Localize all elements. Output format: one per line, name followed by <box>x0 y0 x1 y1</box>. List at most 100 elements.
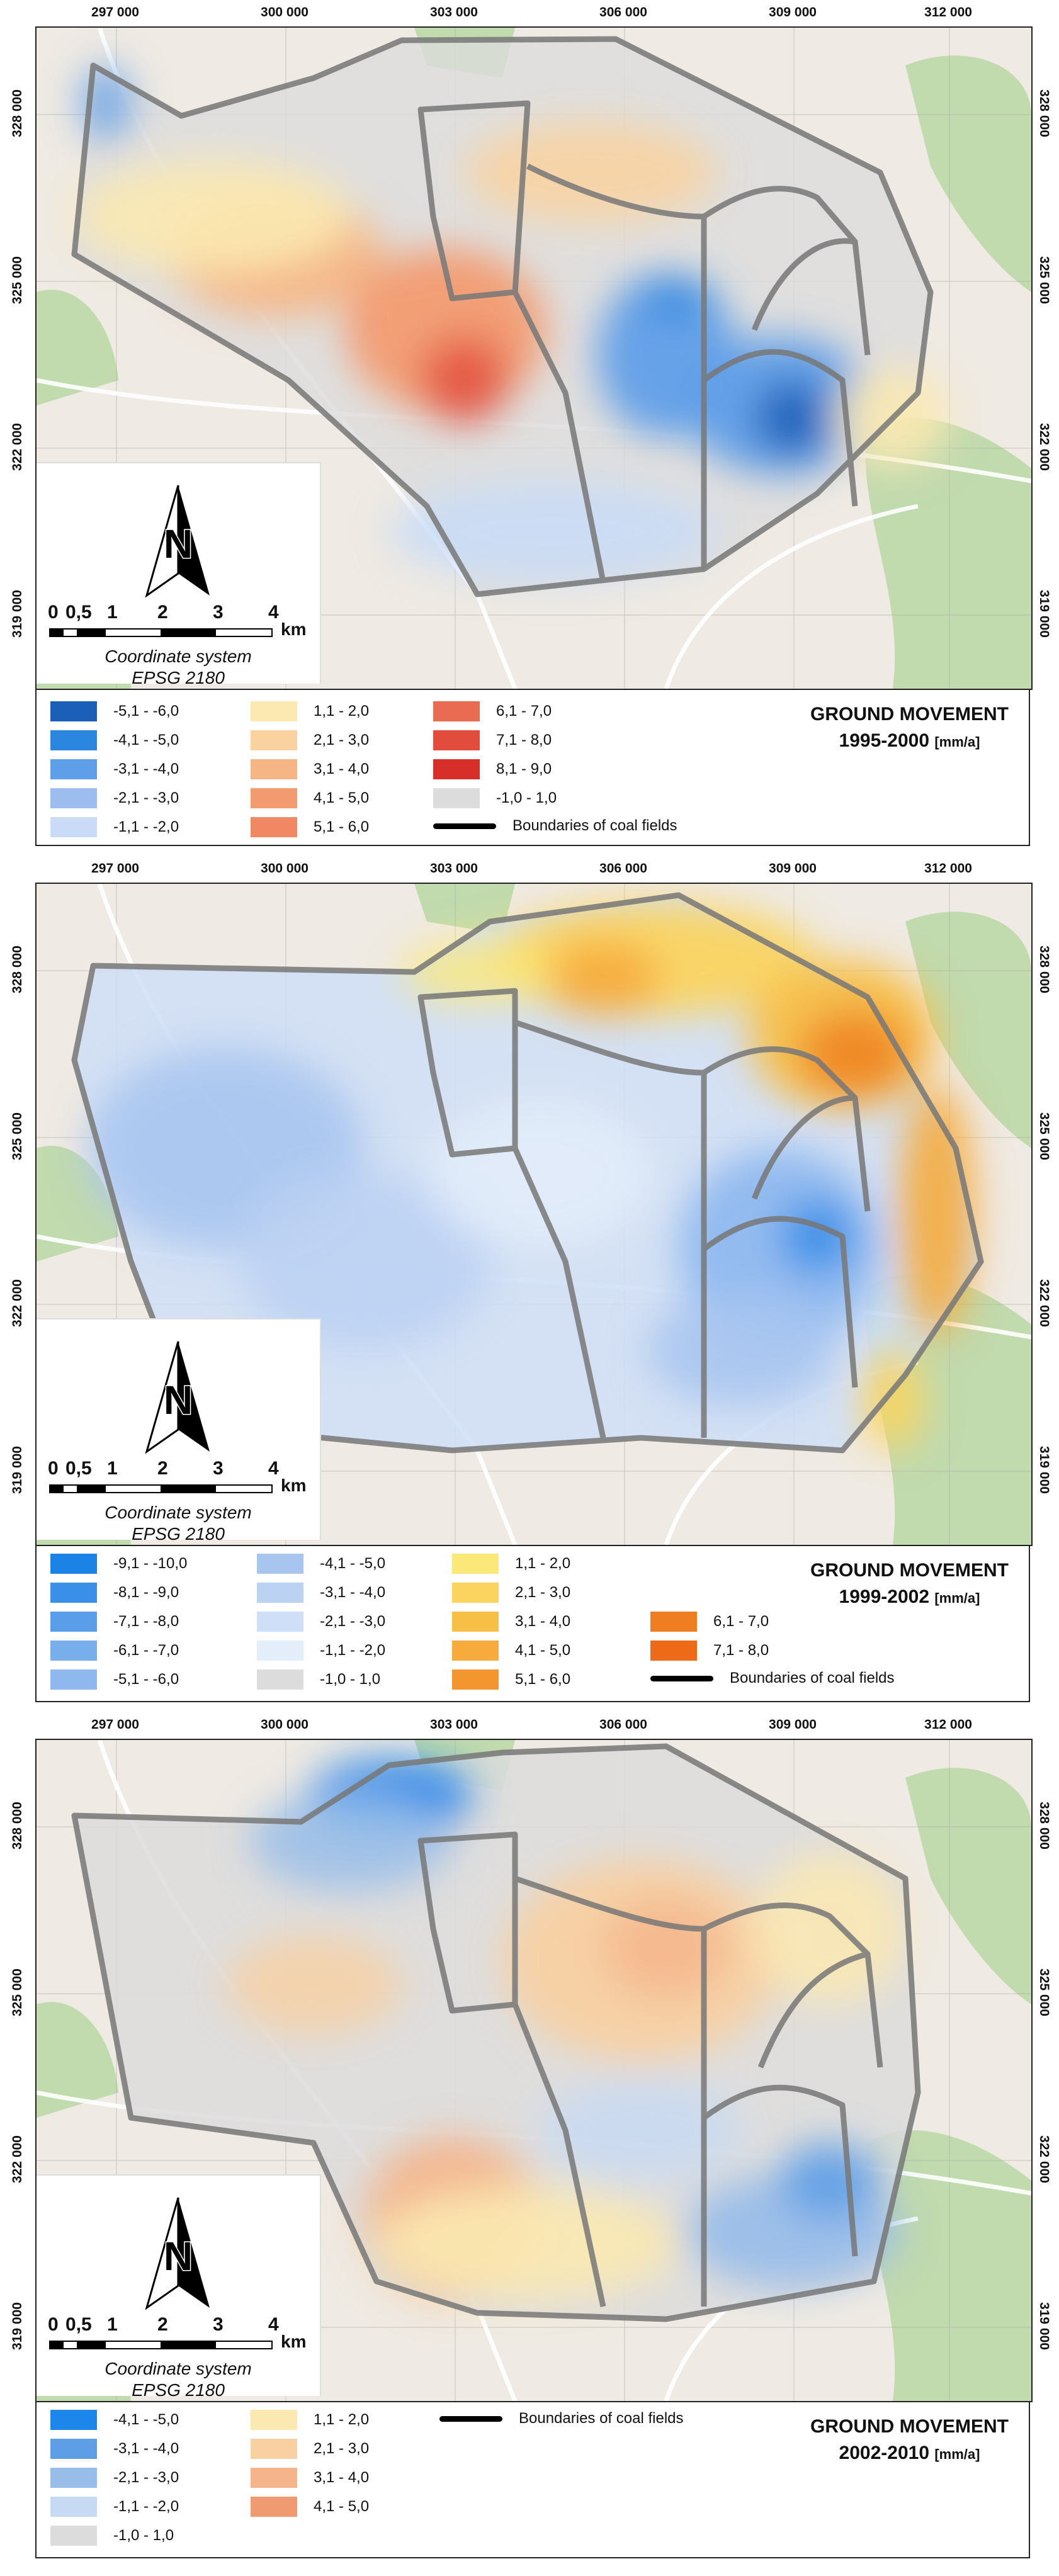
legend-label: -5,1 - -6,0 <box>113 1671 179 1688</box>
legend-item: 6,1 - 7,0 <box>650 1612 769 1632</box>
scale-label: 1 <box>107 1458 118 1479</box>
legend-swatch <box>50 730 97 750</box>
coordinate-system-label: Coordinate system <box>105 1503 252 1522</box>
x-tick: 309 000 <box>769 861 817 876</box>
legend-label: 3,1 - 4,0 <box>314 760 370 777</box>
legend-unit: [mm/a] <box>934 1590 980 1606</box>
ground-movement-surface <box>87 903 975 1450</box>
x-tick: 300 000 <box>261 1717 309 1732</box>
legend-label: -1,0 - 1,0 <box>113 2527 174 2544</box>
y-tick-right: 328 000 <box>1037 946 1051 993</box>
legend-item: 3,1 - 4,0 <box>452 1612 570 1632</box>
legend-label: 7,1 - 8,0 <box>713 1642 769 1659</box>
scale-label: 4 <box>268 602 279 623</box>
scale-label: 4 <box>268 2314 279 2335</box>
legend-swatch <box>251 2497 297 2517</box>
legend-item: 7,1 - 8,0 <box>650 1641 769 1661</box>
legend-unit: [mm/a] <box>934 2446 980 2462</box>
legend-label: -1,1 - -2,0 <box>113 818 179 835</box>
legend-label: -9,1 - -10,0 <box>113 1555 188 1572</box>
legend-label: -3,1 - -4,0 <box>113 2440 179 2457</box>
x-tick: 312 000 <box>924 5 972 20</box>
legend-swatch <box>433 701 480 721</box>
scale-label: 3 <box>213 2314 224 2335</box>
coal-field-boundaries <box>71 36 934 597</box>
x-tick: 312 000 <box>924 861 972 876</box>
legend-item: -7,1 - -8,0 <box>50 1612 179 1632</box>
y-tick-left: 328 000 <box>10 1802 25 1850</box>
map-canvas[interactable]: N 0 0,5 1 2 3 4 km Coordinate system EPS… <box>35 26 1033 690</box>
scale-label: 2 <box>157 1458 168 1479</box>
legend-item: 2,1 - 3,0 <box>251 2439 369 2459</box>
legend-swatch <box>50 2468 97 2488</box>
legend-item: 4,1 - 5,0 <box>251 788 369 808</box>
legend-item: -3,1 - -4,0 <box>257 1583 385 1603</box>
map-canvas[interactable]: N 0 0,5 1 2 3 4 km Coordinate system EPS… <box>35 883 1033 1546</box>
legend-item: -2,1 - -3,0 <box>257 1612 385 1632</box>
legend-label: -1,0 - 1,0 <box>320 1671 381 1688</box>
legend-label: -1,1 - -2,0 <box>320 1642 386 1659</box>
legend-swatch <box>251 2410 297 2430</box>
legend-item: -3,1 - -4,0 <box>50 759 179 779</box>
legend-swatch <box>50 2497 97 2517</box>
boundary-line-swatch <box>433 823 496 829</box>
legend-swatch <box>50 2439 97 2459</box>
coordinate-system-code: EPSG 2180 <box>132 1524 225 1544</box>
scale-unit: km <box>281 2332 307 2351</box>
scale-bar <box>49 1484 273 1493</box>
legend-swatch <box>50 2410 97 2430</box>
legend-item-boundary: Boundaries of coal fields <box>439 2410 684 2427</box>
legend-swatch <box>50 1641 97 1661</box>
x-tick: 303 000 <box>430 1717 478 1732</box>
legend-item: 3,1 - 4,0 <box>251 2468 369 2488</box>
scale-label: 0 <box>48 1458 59 1479</box>
legend-label: 7,1 - 8,0 <box>496 732 552 749</box>
legend-label: -2,1 - -3,0 <box>113 2469 179 2486</box>
legend-label: -3,1 - -4,0 <box>320 1584 386 1601</box>
north-arrow-icon: N <box>145 2197 210 2310</box>
y-tick-right: 325 000 <box>1037 256 1051 304</box>
legend-label: 1,1 - 2,0 <box>314 703 370 720</box>
x-tick: 306 000 <box>599 5 647 20</box>
x-tick: 297 000 <box>91 861 139 876</box>
legend-item-boundary: Boundaries of coal fields <box>650 1669 895 1687</box>
legend-label: Boundaries of coal fields <box>519 2410 684 2427</box>
legend-unit: [mm/a] <box>934 734 980 750</box>
ground-movement-surface <box>225 1759 905 2300</box>
coordinate-system-label: Coordinate system <box>105 2359 252 2378</box>
scale-bar <box>49 2341 273 2349</box>
legend-item: -1,0 - 1,0 <box>433 788 557 808</box>
legend-title: GROUND MOVEMENT 2002-2010 [mm/a] <box>810 2414 1009 2468</box>
legend-item: -5,1 - -6,0 <box>50 1669 179 1690</box>
x-tick: 297 000 <box>91 5 139 20</box>
x-tick: 300 000 <box>261 861 309 876</box>
y-tick-right: 322 000 <box>1037 2135 1051 2183</box>
legend-title: GROUND MOVEMENT 1995-2000 [mm/a] <box>810 701 1009 755</box>
legend-label: -7,1 - -8,0 <box>113 1613 179 1630</box>
legend-swatch <box>251 2439 297 2459</box>
legend-label: -5,1 - -6,0 <box>113 703 179 720</box>
y-tick-left: 322 000 <box>10 2135 25 2183</box>
legend: -5,1 - -6,0 -4,1 - -5,0 -3,1 - -4,0 -2,1… <box>35 689 1030 846</box>
legend-label: -2,1 - -3,0 <box>113 789 179 806</box>
map-canvas[interactable]: N 0 0,5 1 2 3 4 km Coordinate system EPS… <box>35 1739 1033 2402</box>
legend: -4,1 - -5,0 -3,1 - -4,0 -2,1 - -3,0 -1,1… <box>35 2401 1030 2558</box>
y-tick-right: 325 000 <box>1037 1112 1051 1160</box>
legend-swatch <box>452 1554 499 1574</box>
legend-item: 6,1 - 7,0 <box>433 701 552 721</box>
coordinate-system-code: EPSG 2180 <box>132 2380 225 2400</box>
x-tick: 309 000 <box>769 1717 817 1732</box>
legend-swatch <box>50 1669 97 1690</box>
legend-label: 3,1 - 4,0 <box>515 1613 571 1630</box>
legend-swatch <box>650 1612 697 1632</box>
ground-movement-surface <box>74 65 949 582</box>
legend-label: 2,1 - 3,0 <box>314 2440 370 2457</box>
legend-item: 4,1 - 5,0 <box>452 1641 570 1661</box>
legend-label: -4,1 - -5,0 <box>113 732 179 749</box>
map-inset-legend: N 0 0,5 1 2 3 4 km Coordinate system EPS… <box>37 462 321 687</box>
legend-label: -1,1 - -2,0 <box>113 2498 179 2515</box>
scale-unit: km <box>281 619 307 639</box>
scale-label: 1 <box>107 2314 118 2335</box>
legend-label: 4,1 - 5,0 <box>515 1642 571 1659</box>
legend-label: 6,1 - 7,0 <box>713 1613 769 1630</box>
